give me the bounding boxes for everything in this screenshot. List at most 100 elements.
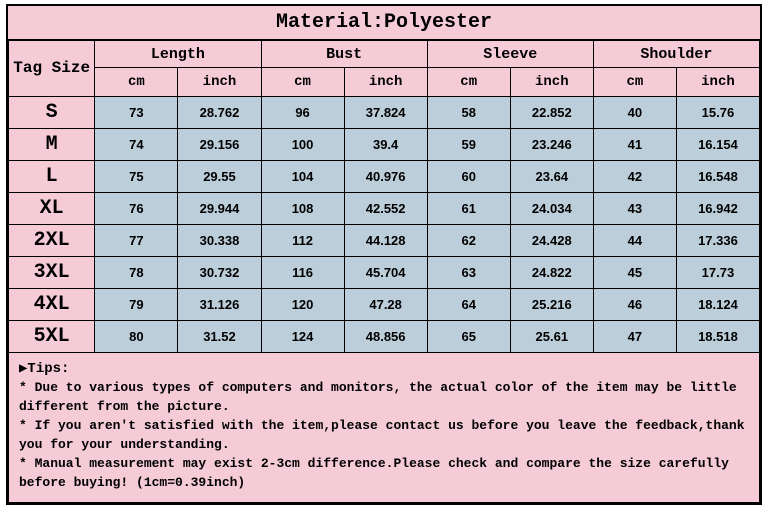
col-unit-inch: inch — [510, 68, 593, 97]
table-header: Tag Size Length Bust Sleeve Shoulder cm … — [9, 41, 760, 97]
data-cell: 29.944 — [178, 193, 261, 225]
table-row: L7529.5510440.9766023.644216.548 — [9, 161, 760, 193]
size-label: 2XL — [9, 225, 95, 257]
data-cell: 41 — [593, 129, 676, 161]
col-header-shoulder: Shoulder — [593, 41, 759, 68]
data-cell: 37.824 — [344, 97, 427, 129]
data-cell: 116 — [261, 257, 344, 289]
tips-line: * If you aren't satisfied with the item,… — [19, 418, 745, 452]
col-unit-cm: cm — [95, 68, 178, 97]
table-row: 3XL7830.73211645.7046324.8224517.73 — [9, 257, 760, 289]
tips-row: ▶Tips: * Due to various types of compute… — [9, 353, 760, 503]
table-row: 5XL8031.5212448.8566525.614718.518 — [9, 321, 760, 353]
data-cell: 44.128 — [344, 225, 427, 257]
col-unit-cm: cm — [427, 68, 510, 97]
data-cell: 28.762 — [178, 97, 261, 129]
table-row: S7328.7629637.8245822.8524015.76 — [9, 97, 760, 129]
data-cell: 62 — [427, 225, 510, 257]
data-cell: 40.976 — [344, 161, 427, 193]
data-cell: 60 — [427, 161, 510, 193]
size-label: M — [9, 129, 95, 161]
data-cell: 23.64 — [510, 161, 593, 193]
data-cell: 24.428 — [510, 225, 593, 257]
material-header: Material:Polyester — [8, 6, 760, 40]
data-cell: 16.154 — [676, 129, 759, 161]
col-unit-inch: inch — [178, 68, 261, 97]
table-body: S7328.7629637.8245822.8524015.76M7429.15… — [9, 97, 760, 353]
col-header-length: Length — [95, 41, 261, 68]
data-cell: 61 — [427, 193, 510, 225]
data-cell: 24.034 — [510, 193, 593, 225]
data-cell: 31.52 — [178, 321, 261, 353]
size-table: Tag Size Length Bust Sleeve Shoulder cm … — [8, 40, 760, 503]
data-cell: 22.852 — [510, 97, 593, 129]
col-header-tag-size: Tag Size — [9, 41, 95, 97]
data-cell: 65 — [427, 321, 510, 353]
size-label: XL — [9, 193, 95, 225]
table-row: XL7629.94410842.5526124.0344316.942 — [9, 193, 760, 225]
data-cell: 45.704 — [344, 257, 427, 289]
data-cell: 18.124 — [676, 289, 759, 321]
data-cell: 29.156 — [178, 129, 261, 161]
data-cell: 77 — [95, 225, 178, 257]
data-cell: 25.216 — [510, 289, 593, 321]
data-cell: 31.126 — [178, 289, 261, 321]
data-cell: 78 — [95, 257, 178, 289]
data-cell: 17.336 — [676, 225, 759, 257]
size-label: 4XL — [9, 289, 95, 321]
data-cell: 73 — [95, 97, 178, 129]
data-cell: 124 — [261, 321, 344, 353]
data-cell: 24.822 — [510, 257, 593, 289]
data-cell: 30.732 — [178, 257, 261, 289]
data-cell: 47.28 — [344, 289, 427, 321]
data-cell: 18.518 — [676, 321, 759, 353]
data-cell: 29.55 — [178, 161, 261, 193]
data-cell: 108 — [261, 193, 344, 225]
data-cell: 74 — [95, 129, 178, 161]
data-cell: 76 — [95, 193, 178, 225]
tips-title: ▶Tips: — [19, 361, 69, 377]
size-label: S — [9, 97, 95, 129]
col-header-bust: Bust — [261, 41, 427, 68]
data-cell: 17.73 — [676, 257, 759, 289]
data-cell: 80 — [95, 321, 178, 353]
table-row: 4XL7931.12612047.286425.2164618.124 — [9, 289, 760, 321]
col-header-sleeve: Sleeve — [427, 41, 593, 68]
data-cell: 30.338 — [178, 225, 261, 257]
data-cell: 16.942 — [676, 193, 759, 225]
data-cell: 15.76 — [676, 97, 759, 129]
col-unit-inch: inch — [676, 68, 759, 97]
table-row: M7429.15610039.45923.2464116.154 — [9, 129, 760, 161]
data-cell: 25.61 — [510, 321, 593, 353]
table-row: 2XL7730.33811244.1286224.4284417.336 — [9, 225, 760, 257]
data-cell: 39.4 — [344, 129, 427, 161]
data-cell: 40 — [593, 97, 676, 129]
data-cell: 64 — [427, 289, 510, 321]
data-cell: 120 — [261, 289, 344, 321]
size-chart-container: Material:Polyester Tag Size Length Bust … — [0, 0, 768, 507]
data-cell: 79 — [95, 289, 178, 321]
col-unit-cm: cm — [593, 68, 676, 97]
data-cell: 112 — [261, 225, 344, 257]
tips-cell: ▶Tips: * Due to various types of compute… — [9, 353, 760, 503]
data-cell: 100 — [261, 129, 344, 161]
data-cell: 59 — [427, 129, 510, 161]
data-cell: 45 — [593, 257, 676, 289]
data-cell: 96 — [261, 97, 344, 129]
data-cell: 48.856 — [344, 321, 427, 353]
outer-border: Material:Polyester Tag Size Length Bust … — [6, 4, 762, 505]
data-cell: 47 — [593, 321, 676, 353]
size-label: L — [9, 161, 95, 193]
data-cell: 42.552 — [344, 193, 427, 225]
data-cell: 43 — [593, 193, 676, 225]
data-cell: 104 — [261, 161, 344, 193]
tips-line: * Due to various types of computers and … — [19, 380, 737, 414]
data-cell: 16.548 — [676, 161, 759, 193]
data-cell: 42 — [593, 161, 676, 193]
data-cell: 58 — [427, 97, 510, 129]
data-cell: 23.246 — [510, 129, 593, 161]
data-cell: 63 — [427, 257, 510, 289]
col-unit-inch: inch — [344, 68, 427, 97]
col-unit-cm: cm — [261, 68, 344, 97]
data-cell: 75 — [95, 161, 178, 193]
